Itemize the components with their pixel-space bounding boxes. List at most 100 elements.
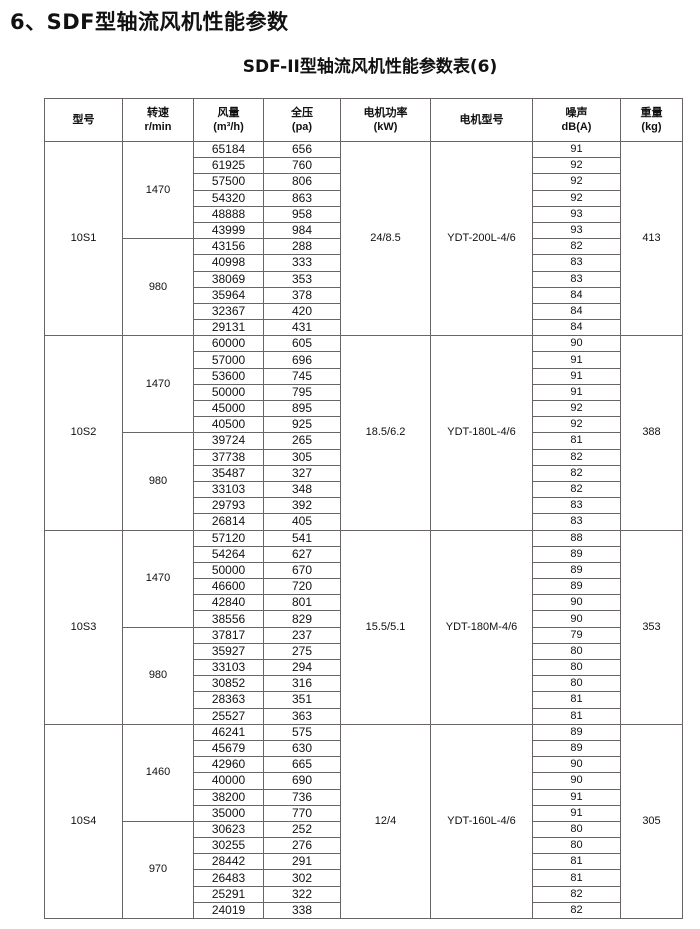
- header-row: 型号 转速 r/min 风量 (m³/h) 全压 (pa) 电机功率 (kW) 电机型号 噪声 dB(…: [44, 98, 683, 142]
- model-cell: 10S2: [44, 335, 123, 531]
- noise-cell: 91: [532, 140, 621, 159]
- airflow-cell: 40998: [193, 254, 264, 272]
- motor-model-cell: YDT-180L-4/6: [430, 335, 533, 531]
- pressure-cell: 806: [263, 173, 341, 191]
- pressure-cell: 275: [263, 642, 341, 661]
- pressure-cell: 863: [263, 189, 341, 207]
- noise-cell: 91: [532, 351, 621, 369]
- airflow-cell: 29131: [193, 319, 264, 337]
- pressure-cell: 276: [263, 837, 341, 855]
- airflow-cell: 33103: [193, 480, 264, 499]
- table-row: 30852 316 80: [45, 675, 683, 693]
- airflow-cell: 43156: [193, 238, 264, 256]
- weight-cell: 413: [620, 140, 683, 337]
- airflow-cell: 29793: [193, 497, 264, 515]
- airflow-cell: 26814: [193, 513, 264, 531]
- airflow-cell: 37738: [193, 448, 264, 466]
- motor-power-cell: 15.5/5.1: [340, 529, 431, 725]
- airflow-cell: 35964: [193, 286, 264, 304]
- pressure-cell: 316: [263, 675, 341, 693]
- performance-table: 型号 转速 r/min 风量 (m³/h) 全压 (pa) 电机功率 (kW) 电机型号 噪声 dB(…: [44, 98, 683, 920]
- noise-cell: 82: [532, 464, 621, 482]
- pressure-cell: 605: [263, 335, 341, 353]
- column-label: 全压: [291, 107, 313, 119]
- table-row: 48888 958 93: [45, 205, 683, 223]
- noise-cell: 92: [532, 157, 621, 175]
- table-row: 40998 333 83: [45, 254, 683, 272]
- column-header-airflow: 风量 (m³/h): [193, 98, 264, 142]
- noise-cell: 81: [532, 691, 621, 709]
- table-row: 26483 302 81: [45, 869, 683, 887]
- table-row: 980 43156 288 82: [45, 238, 683, 337]
- pressure-cell: 958: [263, 205, 341, 223]
- noise-cell: 82: [532, 885, 621, 903]
- airflow-cell: 30623: [193, 820, 264, 839]
- noise-cell: 82: [532, 901, 621, 920]
- noise-cell: 80: [532, 675, 621, 693]
- pressure-cell: 829: [263, 610, 341, 628]
- airflow-cell: 46241: [193, 723, 264, 741]
- table-row: 45000 895 92: [45, 399, 683, 418]
- pressure-cell: 895: [263, 399, 341, 418]
- pressure-cell: 327: [263, 464, 341, 482]
- noise-cell: 89: [532, 561, 621, 580]
- airflow-cell: 42840: [193, 594, 264, 612]
- table-row: 42960 665 90: [45, 756, 683, 774]
- noise-cell: 91: [532, 367, 621, 385]
- noise-cell: 81: [532, 853, 621, 871]
- noise-cell: 81: [532, 432, 621, 450]
- noise-cell: 92: [532, 189, 621, 207]
- pressure-cell: 541: [263, 529, 341, 547]
- noise-cell: 91: [532, 804, 621, 822]
- noise-cell: 89: [532, 739, 621, 758]
- speed-cell: 980: [122, 626, 194, 725]
- table-row: 45679 630 89: [45, 739, 683, 758]
- pressure-cell: 252: [263, 820, 341, 839]
- table-row: 25527 363 81: [45, 707, 683, 725]
- speed-cell: 1470: [122, 335, 194, 434]
- table-row: 28363 351 81: [45, 691, 683, 709]
- column-label: 电机型号: [459, 114, 504, 126]
- noise-cell: 92: [532, 416, 621, 434]
- pressure-cell: 288: [263, 238, 341, 256]
- pressure-cell: 420: [263, 302, 341, 321]
- noise-cell: 82: [532, 480, 621, 499]
- noise-cell: 80: [532, 837, 621, 855]
- noise-cell: 93: [532, 221, 621, 240]
- column-header-pressure: 全压 (pa): [263, 98, 341, 142]
- airflow-cell: 40000: [193, 772, 264, 790]
- table-row: 42840 801 90: [45, 594, 683, 612]
- table-row: 35927 275 80: [45, 642, 683, 661]
- noise-cell: 90: [532, 772, 621, 790]
- airflow-cell: 24019: [193, 901, 264, 920]
- airflow-cell: 57500: [193, 173, 264, 191]
- column-unit: (kg): [641, 121, 662, 133]
- airflow-cell: 54264: [193, 545, 264, 563]
- speed-cell: 1470: [122, 140, 194, 240]
- noise-cell: 91: [532, 383, 621, 402]
- noise-cell: 81: [532, 707, 621, 725]
- airflow-cell: 60000: [193, 335, 264, 353]
- airflow-cell: 26483: [193, 869, 264, 887]
- column-label: 重量: [640, 107, 663, 119]
- airflow-cell: 40500: [193, 416, 264, 434]
- noise-cell: 91: [532, 788, 621, 806]
- weight-cell: 388: [620, 335, 683, 531]
- pressure-cell: 392: [263, 497, 341, 515]
- noise-cell: 84: [532, 319, 621, 337]
- noise-cell: 84: [532, 286, 621, 304]
- pressure-cell: 294: [263, 658, 341, 677]
- pressure-cell: 630: [263, 739, 341, 758]
- noise-cell: 80: [532, 820, 621, 839]
- noise-cell: 93: [532, 205, 621, 223]
- table-row: 38556 829 90: [45, 610, 683, 628]
- table-row: 50000 670 89: [45, 561, 683, 580]
- pressure-cell: 305: [263, 448, 341, 466]
- speed-cell: 970: [122, 820, 194, 920]
- pressure-cell: 291: [263, 853, 341, 871]
- table-row: 57500 806 92: [45, 173, 683, 191]
- noise-cell: 89: [532, 545, 621, 563]
- airflow-cell: 45000: [193, 399, 264, 418]
- airflow-cell: 32367: [193, 302, 264, 321]
- airflow-cell: 25291: [193, 885, 264, 903]
